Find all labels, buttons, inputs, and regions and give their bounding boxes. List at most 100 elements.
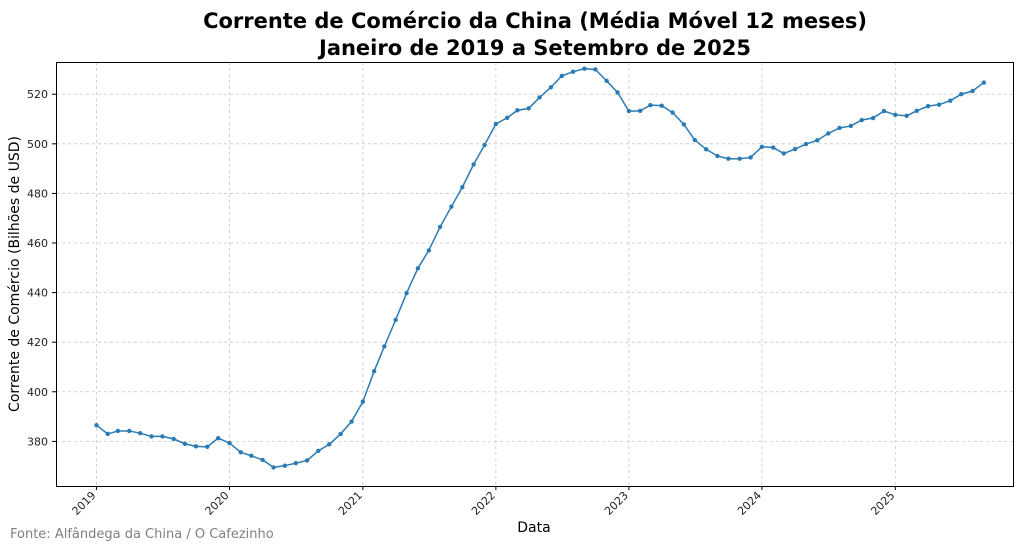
data-point — [637, 108, 643, 114]
data-point — [948, 98, 953, 103]
x-axis: 2019 2020 2021 2022 2023 2024 2025 — [70, 486, 897, 518]
data-point — [593, 67, 598, 72]
x-tick-label: 2020 — [203, 489, 232, 518]
x-tick-label: 2021 — [336, 489, 365, 518]
data-point — [881, 108, 887, 114]
data-point — [570, 69, 576, 74]
data-point — [559, 73, 565, 79]
data-point — [626, 108, 632, 114]
data-point — [737, 156, 742, 161]
data-point — [504, 115, 510, 120]
data-point — [94, 423, 99, 428]
y-tick-label: 500 — [27, 138, 48, 151]
data-point — [715, 153, 720, 159]
data-point — [249, 453, 254, 458]
data-point — [870, 115, 876, 121]
data-point — [526, 106, 531, 111]
data-point — [449, 204, 454, 209]
data-point — [115, 428, 121, 434]
data-point — [471, 162, 476, 167]
y-axis-label: Corrente de Comércio (Bilhões de USD) — [7, 136, 23, 412]
data-point — [271, 465, 276, 470]
data-point — [205, 444, 210, 450]
data-point — [848, 123, 854, 129]
y-axis: 380 400 420 440 460 480 500 520 — [27, 88, 56, 448]
data-point — [160, 434, 165, 439]
data-point — [692, 137, 698, 143]
chart-title-line2: Janeiro de 2019 a Setembro de 2025 — [317, 36, 751, 60]
data-point — [227, 440, 232, 446]
x-tick-label: 2025 — [868, 489, 897, 518]
data-point — [349, 419, 354, 424]
data-point — [127, 428, 132, 434]
y-tick-label: 460 — [27, 237, 48, 250]
data-point — [582, 66, 587, 71]
y-tick-label: 520 — [27, 88, 48, 101]
y-tick-label: 380 — [27, 435, 48, 448]
data-point — [771, 145, 776, 150]
data-point — [781, 151, 786, 156]
data-point — [703, 147, 709, 152]
plot-area-frame — [56, 62, 1014, 487]
data-point — [437, 224, 443, 230]
data-point — [681, 122, 687, 127]
data-point — [371, 368, 377, 374]
data-point — [515, 108, 520, 113]
data-point — [803, 141, 809, 147]
data-point — [893, 112, 898, 118]
data-point — [981, 80, 987, 85]
y-tick-label: 400 — [27, 386, 48, 399]
data-point — [826, 131, 831, 136]
y-tick-label: 480 — [27, 187, 48, 200]
data-point — [659, 103, 664, 108]
data-point — [482, 142, 487, 148]
data-point — [837, 125, 842, 131]
data-point — [859, 117, 864, 123]
data-point — [648, 102, 653, 108]
data-point — [914, 108, 919, 114]
data-point — [615, 90, 620, 95]
data-point — [360, 399, 366, 404]
data-point — [604, 78, 609, 84]
data-point — [149, 434, 154, 439]
data-point — [293, 460, 298, 466]
data-point — [925, 103, 931, 109]
data-point — [748, 155, 753, 160]
data-point — [327, 442, 332, 447]
data-point — [193, 444, 199, 449]
data-point — [904, 113, 909, 119]
data-point — [182, 441, 188, 447]
data-point — [959, 92, 964, 97]
x-tick-label: 2023 — [602, 489, 631, 518]
data-point — [171, 436, 176, 442]
data-point — [404, 290, 409, 296]
data-point — [726, 156, 731, 161]
data-point — [460, 185, 465, 190]
data-point — [238, 450, 243, 455]
x-axis-label: Data — [517, 520, 550, 536]
data-point — [815, 138, 820, 143]
data-point — [137, 430, 143, 436]
y-tick-label: 440 — [27, 287, 48, 300]
data-point — [792, 146, 798, 152]
data-point — [537, 95, 542, 100]
data-point — [260, 457, 265, 463]
data-point — [215, 435, 221, 441]
data-point — [382, 344, 387, 349]
data-points — [94, 66, 987, 470]
data-point — [548, 85, 554, 90]
data-point — [316, 448, 321, 453]
x-tick-label: 2022 — [469, 489, 498, 518]
y-tick-label: 420 — [27, 336, 48, 349]
data-point — [415, 266, 421, 271]
data-point — [393, 317, 398, 323]
data-point — [282, 463, 288, 468]
x-tick-label: 2024 — [735, 489, 764, 518]
data-point — [426, 248, 432, 253]
data-point — [338, 431, 343, 437]
data-point — [936, 102, 942, 107]
data-point — [105, 431, 110, 437]
x-tick-label: 2019 — [70, 489, 99, 518]
source-note: Fonte: Alfândega da China / O Cafezinho — [10, 527, 274, 542]
